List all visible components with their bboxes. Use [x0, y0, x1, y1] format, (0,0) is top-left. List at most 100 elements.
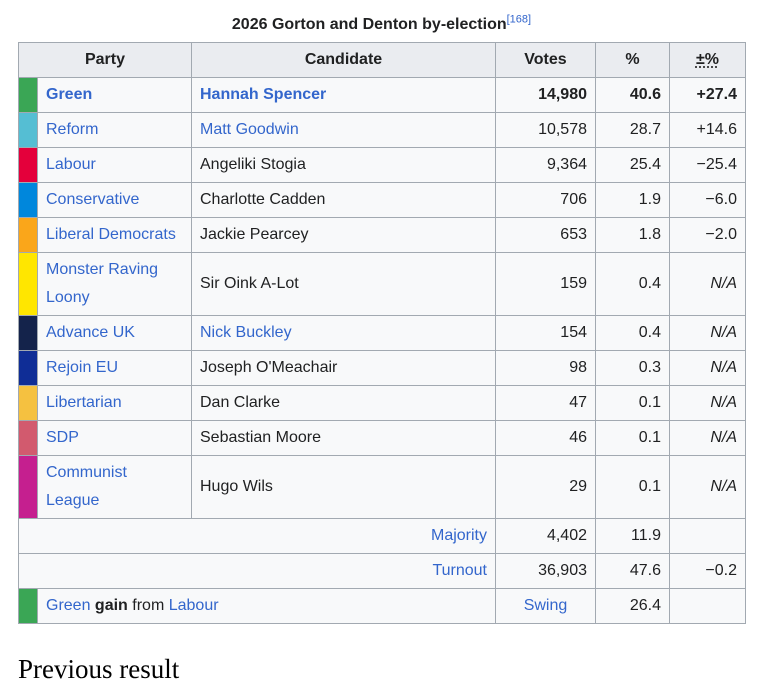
majority-link[interactable]: Majority [430, 527, 487, 544]
candidate-name: Charlotte Cadden [200, 191, 326, 208]
candidate-name: Angeliki Stogia [200, 156, 306, 173]
candidate-cell: Jackie Pearcey [191, 217, 496, 253]
column-header-candidate[interactable]: Candidate [191, 42, 496, 78]
votes-cell: 653 [495, 217, 596, 253]
candidate-cell: Charlotte Cadden [191, 182, 496, 218]
percent-cell: 0.4 [595, 252, 670, 316]
party-color-swatch [18, 420, 38, 456]
table-row: Monster Raving Loony Sir Oink A-Lot 159 0.4… [18, 252, 746, 316]
party-color-swatch [18, 112, 38, 148]
votes-cell: 46 [495, 420, 596, 456]
party-cell: Labour [37, 147, 192, 183]
votes-cell: 159 [495, 252, 596, 316]
party-link[interactable]: Liberal Democrats [46, 226, 176, 243]
table-title: 2026 Gorton and Denton by-election [231, 16, 507, 33]
table-caption: 2026 Gorton and Denton by-election[168] [18, 14, 745, 36]
party-link[interactable]: Labour [46, 156, 96, 173]
table-row: Reform Matt Goodwin 10,578 28.7 +14.6 [18, 112, 746, 148]
party-color-swatch [18, 455, 38, 519]
change-cell: −6.0 [669, 182, 746, 218]
turnout-label-cell: Turnout [18, 553, 496, 589]
change-cell: N/A [669, 455, 746, 519]
table-row: Conservative Charlotte Cadden 706 1.9 −6.0 [18, 182, 746, 218]
change-cell: N/A [669, 420, 746, 456]
reference-link[interactable]: [168] [506, 13, 532, 26]
percent-cell: 0.1 [595, 420, 670, 456]
candidate-link[interactable]: Matt Goodwin [200, 121, 299, 138]
column-header-change[interactable]: ±% [669, 42, 746, 78]
party-link[interactable]: Rejoin EU [46, 359, 119, 376]
gain-from-word: from [132, 597, 165, 614]
votes-cell: 14,980 [495, 77, 596, 113]
results-body: Green Hannah Spencer 14,980 40.6 +27.4 Reform… [18, 77, 746, 519]
party-color-swatch [18, 217, 38, 253]
votes-cell: 9,364 [495, 147, 596, 183]
candidate-cell: Sebastian Moore [191, 420, 496, 456]
percent-cell: 0.1 [595, 385, 670, 421]
percent-cell: 0.1 [595, 455, 670, 519]
gain-from-party-link[interactable]: Labour [168, 597, 219, 614]
column-header-votes[interactable]: Votes [495, 42, 596, 78]
section-heading: Previous result [18, 654, 180, 684]
party-cell: Green [37, 77, 192, 113]
candidate-cell: Joseph O'Meachair [191, 350, 496, 386]
party-link[interactable]: Libertarian [46, 394, 122, 411]
majority-label-cell: Majority [18, 518, 496, 554]
party-link[interactable]: Reform [46, 121, 99, 138]
candidate-link[interactable]: Hannah Spencer [200, 86, 327, 103]
party-color-swatch [18, 182, 38, 218]
turnout-votes: 36,903 [495, 553, 596, 589]
candidate-name: Sebastian Moore [200, 429, 321, 446]
table-row: Green Hannah Spencer 14,980 40.6 +27.4 [18, 77, 746, 113]
candidate-cell: Angeliki Stogia [191, 147, 496, 183]
header-row: Party Candidate Votes % ±% [18, 42, 746, 78]
column-header-percent[interactable]: % [595, 42, 670, 78]
change-cell: N/A [669, 252, 746, 316]
majority-change [669, 518, 746, 554]
party-cell: Monster Raving Loony [37, 252, 192, 316]
table-row: Communist League Hugo Wils 29 0.1 N/A [18, 455, 746, 519]
party-cell: Rejoin EU [37, 350, 192, 386]
candidate-cell: Matt Goodwin [191, 112, 496, 148]
gain-word: gain [94, 597, 128, 614]
party-link[interactable]: Monster Raving Loony [46, 261, 159, 306]
swing-value: 26.4 [595, 588, 670, 624]
party-color-swatch [18, 315, 38, 351]
candidate-link[interactable]: Nick Buckley [200, 324, 292, 341]
party-cell: SDP [37, 420, 192, 456]
candidate-name: Joseph O'Meachair [200, 359, 338, 376]
swing-link[interactable]: Swing [523, 597, 568, 614]
swing-empty-cell [669, 588, 746, 624]
votes-cell: 154 [495, 315, 596, 351]
party-link[interactable]: Advance UK [46, 324, 135, 341]
table-row: Libertarian Dan Clarke 47 0.1 N/A [18, 385, 746, 421]
table-row: SDP Sebastian Moore 46 0.1 N/A [18, 420, 746, 456]
party-color-swatch [18, 385, 38, 421]
turnout-change: −0.2 [669, 553, 746, 589]
candidate-name: Sir Oink A-Lot [200, 275, 299, 292]
party-link[interactable]: SDP [46, 429, 79, 446]
table-row: Rejoin EU Joseph O'Meachair 98 0.3 N/A [18, 350, 746, 386]
party-color-swatch [18, 77, 38, 113]
table-row: Labour Angeliki Stogia 9,364 25.4 −25.4 [18, 147, 746, 183]
turnout-row: Turnout 36,903 47.6 −0.2 [18, 553, 746, 589]
party-link[interactable]: Conservative [46, 191, 140, 208]
change-cell: N/A [669, 350, 746, 386]
candidate-cell: Nick Buckley [191, 315, 496, 351]
party-link[interactable]: Communist League [46, 464, 127, 509]
change-abbreviation[interactable]: ±% [695, 51, 719, 68]
gain-party-link[interactable]: Green [46, 597, 91, 614]
party-cell: Libertarian [37, 385, 192, 421]
majority-percent: 11.9 [595, 518, 670, 554]
party-color-swatch [18, 147, 38, 183]
party-cell: Liberal Democrats [37, 217, 192, 253]
turnout-percent: 47.6 [595, 553, 670, 589]
party-link[interactable]: Green [46, 86, 93, 103]
change-cell: −25.4 [669, 147, 746, 183]
turnout-link[interactable]: Turnout [432, 562, 487, 579]
percent-cell: 1.9 [595, 182, 670, 218]
candidate-name: Dan Clarke [200, 394, 281, 411]
votes-cell: 98 [495, 350, 596, 386]
column-header-party[interactable]: Party [18, 42, 192, 78]
summary-body: Majority 4,402 11.9 Turnout 36,903 47.6 … [18, 518, 746, 624]
